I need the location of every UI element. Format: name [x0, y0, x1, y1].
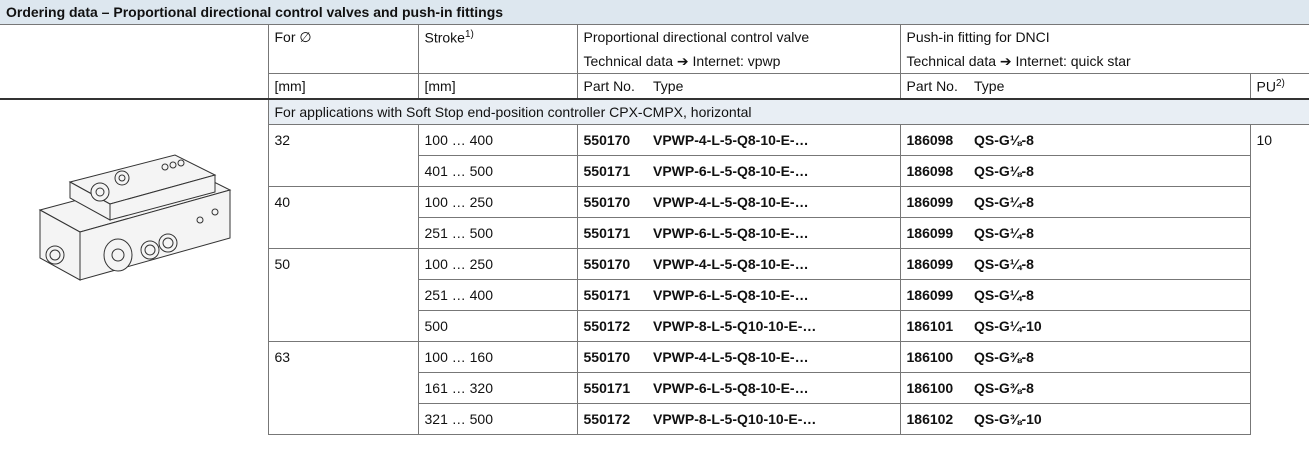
stroke: 251 … 400: [417, 279, 577, 311]
diameter: 32: [267, 124, 418, 187]
stroke: 161 … 320: [417, 372, 577, 404]
stroke: 100 … 250: [417, 186, 577, 218]
stroke: 401 … 500: [417, 155, 577, 187]
valve-part-no: 550171: [576, 217, 647, 249]
valve-header: Proportional directional control valve: [576, 24, 900, 49]
data-row: 251 … 400 550171 VPWP-6-L-5-Q8-10-E-… 18609…: [0, 279, 1309, 311]
valve-part-no: 550172: [576, 403, 647, 435]
data-row: 161 … 320 550171 VPWP-6-L-5-Q8-10-E-… 18610…: [0, 372, 1309, 404]
fitting-type: QS-G⅛-8: [968, 155, 1250, 187]
valve-type: VPWP-4-L-5-Q8-10-E-…: [647, 124, 900, 156]
valve-part-no: 550170: [576, 248, 647, 280]
stroke-note: 1): [464, 29, 474, 40]
diameter: 50: [267, 248, 418, 342]
valve-part-no: 550171: [576, 155, 647, 187]
fitting-type: QS-G⅜-8: [968, 341, 1250, 373]
fitting-part-no: 186099: [899, 248, 968, 280]
fitting-type: QS-G¼-8: [968, 217, 1250, 249]
stroke: 100 … 400: [417, 124, 577, 156]
fitting-part-no: 186098: [899, 155, 968, 187]
valve-type: VPWP-6-L-5-Q8-10-E-…: [647, 372, 900, 404]
product-image: [38, 154, 232, 281]
data-row: 401 … 500 550171 VPWP-6-L-5-Q8-10-E-… 18609…: [0, 155, 1309, 187]
stroke: 251 … 500: [417, 217, 577, 249]
data-row: 40 100 … 250 550170 VPWP-4-L-5-Q8-10-E-… 186…: [0, 186, 1309, 249]
fitting-info: Technical data ➔ Internet: quick star: [899, 49, 1309, 74]
valve-type: VPWP-4-L-5-Q8-10-E-…: [647, 186, 900, 218]
valve-type: VPWP-6-L-5-Q8-10-E-…: [647, 155, 900, 187]
fitting-part-no: 186100: [899, 372, 968, 404]
fitting-part-no: 186100: [899, 341, 968, 373]
stroke-label: Stroke: [424, 29, 465, 46]
valve-part-no: 550170: [576, 341, 647, 373]
data-row: 500 550172 VPWP-8-L-5-Q10-10-E-… 186101 QS-G…: [0, 310, 1309, 342]
fitting-type: QS-G⅜-8: [968, 372, 1250, 404]
data-row: 251 … 500 550171 VPWP-6-L-5-Q8-10-E-… 18609…: [0, 217, 1309, 249]
fitting-part-no: 186102: [899, 403, 968, 435]
diameter-header: For ∅: [267, 24, 418, 74]
valve-part-no: 550171: [576, 279, 647, 311]
subheader: For applications with Soft Stop end-posi…: [267, 99, 1309, 125]
valve-part-no-header: Part No.: [576, 73, 647, 100]
pu-label: PU: [1256, 78, 1276, 95]
fitting-part-no: 186098: [899, 124, 968, 156]
data-row: 63 100 … 160 550170 VPWP-4-L-5-Q8-10-E-… 186…: [0, 341, 1309, 435]
table-body: For applications with Soft Stop end-posi…: [0, 99, 1309, 435]
data-row: 32 100 … 400 550170 VPWP-4-L-5-Q8-10-E-… 186…: [0, 124, 1309, 435]
valve-type-header: Type: [647, 73, 900, 100]
stroke-header: Stroke1): [417, 24, 577, 74]
valve-type: VPWP-4-L-5-Q8-10-E-…: [647, 341, 900, 373]
stroke: 100 … 250: [417, 248, 577, 280]
fitting-type: QS-G⅜-10: [968, 403, 1250, 435]
fitting-part-no: 186099: [899, 186, 968, 218]
fitting-type: QS-G¼-8: [968, 186, 1250, 218]
stroke: 500: [417, 310, 577, 342]
valve-type: VPWP-6-L-5-Q8-10-E-…: [647, 217, 900, 249]
valve-type: VPWP-8-L-5-Q10-10-E-…: [647, 310, 900, 342]
valve-type: VPWP-6-L-5-Q8-10-E-…: [647, 279, 900, 311]
stroke-unit: [mm]: [417, 73, 577, 100]
fitting-type: QS-G¼-10: [968, 310, 1250, 342]
data-row: 321 … 500 550172 VPWP-8-L-5-Q10-10-E-… 1861…: [0, 403, 1309, 435]
diameter: 40: [267, 186, 418, 249]
table-title: Ordering data – Proportional directional…: [0, 0, 1309, 25]
fitting-part-no: 186099: [899, 217, 968, 249]
fitting-type-header: Type: [968, 73, 1250, 100]
pu-header: PU2): [1249, 73, 1309, 100]
pu: 10: [1249, 124, 1309, 435]
fitting-part-no-header: Part No.: [899, 73, 968, 100]
stroke: 321 … 500: [417, 403, 577, 435]
blank-cell: [0, 24, 268, 100]
diameter: 63: [267, 341, 418, 435]
fitting-type: QS-G¼-8: [968, 279, 1250, 311]
stroke: 100 … 160: [417, 341, 577, 373]
fitting-type: QS-G⅛-8: [968, 124, 1250, 156]
valve-part-no: 550171: [576, 372, 647, 404]
valve-type: VPWP-4-L-5-Q8-10-E-…: [647, 248, 900, 280]
data-row: 50 100 … 250 550170 VPWP-4-L-5-Q8-10-E-… 186…: [0, 248, 1309, 342]
pu-note: 2): [1275, 77, 1285, 89]
fitting-part-no: 186099: [899, 279, 968, 311]
ordering-table: Ordering data – Proportional directional…: [0, 0, 1309, 435]
valve-type: VPWP-8-L-5-Q10-10-E-…: [647, 403, 900, 435]
valve-info: Technical data ➔ Internet: vpwp: [576, 49, 900, 74]
valve-part-no: 550170: [576, 124, 647, 156]
product-image-cell: [0, 99, 268, 435]
diameter-unit: [mm]: [267, 73, 418, 100]
valve-part-no: 550172: [576, 310, 647, 342]
valve-part-no: 550170: [576, 186, 647, 218]
fitting-header: Push-in fitting for DNCI: [899, 24, 1309, 49]
fitting-type: QS-G¼-8: [968, 248, 1250, 280]
fitting-part-no: 186101: [899, 310, 968, 342]
